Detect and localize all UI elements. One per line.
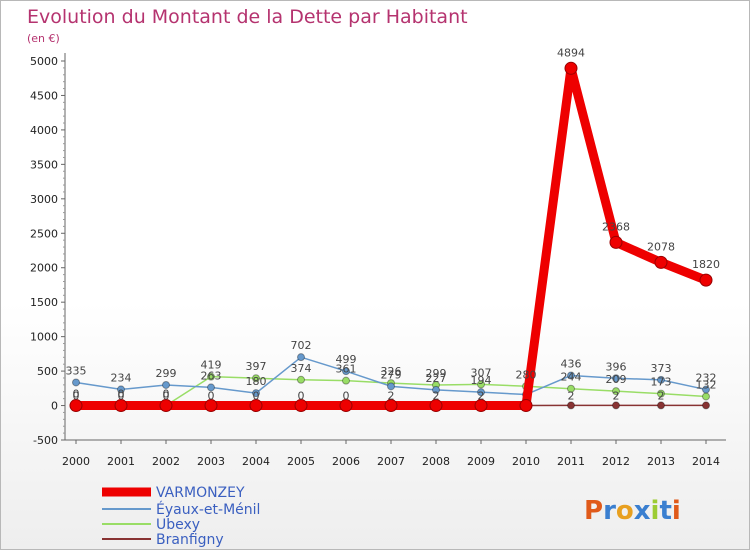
logo-wordmark: Proxiti (584, 496, 681, 526)
data-label: 0 (208, 390, 215, 403)
data-label: 280 (516, 368, 537, 381)
data-label: 0 (343, 390, 350, 403)
chart-title: Evolution du Montant de la Dette par Hab… (27, 6, 468, 28)
data-label: 702 (291, 339, 312, 352)
y-tick-label: 1000 (30, 331, 58, 344)
data-label: 373 (651, 362, 672, 375)
data-point (658, 402, 665, 409)
x-tick-label: 2012 (602, 455, 630, 468)
data-point (298, 354, 305, 361)
data-label: 0 (253, 390, 260, 403)
data-label: 209 (606, 373, 627, 386)
data-label: 244 (561, 371, 582, 384)
x-tick-label: 2010 (512, 455, 540, 468)
y-tick-label: 4000 (30, 124, 58, 137)
x-tick-label: 2011 (557, 455, 585, 468)
series-line (76, 68, 706, 405)
y-tick-label: 1500 (30, 296, 58, 309)
data-point (568, 402, 575, 409)
y-tick-label: -500 (33, 434, 58, 447)
data-label: 0 (163, 390, 170, 403)
data-label: 419 (201, 359, 222, 372)
data-label: 299 (426, 367, 447, 380)
data-label: 2 (388, 390, 395, 403)
x-tick-label: 2014 (692, 455, 720, 468)
data-label: 374 (291, 362, 312, 375)
y-tick-label: 0 (51, 400, 58, 413)
y-tick-label: 3500 (30, 158, 58, 171)
data-label: 234 (111, 371, 132, 384)
y-tick-label: 5000 (30, 55, 58, 68)
data-label: 173 (651, 376, 672, 389)
x-tick-label: 2006 (332, 455, 360, 468)
data-point (655, 256, 667, 268)
data-point (703, 402, 710, 409)
data-label: 397 (246, 360, 267, 373)
x-tick-label: 2009 (467, 455, 495, 468)
legend-label: VARMONZEY (156, 485, 245, 501)
y-tick-label: 500 (37, 365, 58, 378)
data-label: 307 (471, 366, 492, 379)
data-label: 436 (561, 358, 582, 371)
data-label: 2368 (602, 220, 630, 233)
data-label: 132 (696, 378, 717, 391)
y-tick-label: 2500 (30, 227, 58, 240)
data-point (613, 402, 620, 409)
data-label: 2 (478, 390, 485, 403)
data-label: 299 (156, 367, 177, 380)
data-label: 1820 (692, 258, 720, 271)
data-point (565, 62, 577, 74)
x-tick-label: 2000 (62, 455, 90, 468)
data-label: 396 (606, 360, 627, 373)
x-tick-label: 2001 (107, 455, 135, 468)
x-tick-label: 2008 (422, 455, 450, 468)
data-label: 2 (613, 389, 620, 402)
series-layer (70, 62, 712, 411)
data-label: 2 (568, 389, 575, 402)
legend-label: Branfigny (156, 532, 224, 548)
legend-label: Ubexy (156, 517, 200, 533)
x-tick-label: 2004 (242, 455, 270, 468)
x-tick-label: 2007 (377, 455, 405, 468)
data-label: 4894 (557, 46, 585, 59)
data-label: 326 (381, 365, 402, 378)
proxiti-logo: Proxiti (584, 496, 681, 526)
data-point (703, 393, 710, 400)
data-label: 2 (433, 390, 440, 403)
data-label: 0 (298, 390, 305, 403)
y-tick-label: 3000 (30, 193, 58, 206)
y-tick-label: 4500 (30, 89, 58, 102)
x-tick-label: 2013 (647, 455, 675, 468)
data-point (73, 379, 80, 386)
data-point (700, 274, 712, 286)
data-point (520, 400, 532, 412)
chart-subtitle: (en €) (27, 32, 60, 45)
legend-label: Éyaux-et-Ménil (156, 501, 260, 518)
x-tick-label: 2005 (287, 455, 315, 468)
data-point (298, 376, 305, 383)
data-label: 180 (246, 375, 267, 388)
x-tick-label: 2003 (197, 455, 225, 468)
data-label: 2 (658, 389, 665, 402)
data-point (343, 377, 350, 384)
data-label: 0 (118, 390, 125, 403)
y-tick-label: 2000 (30, 262, 58, 275)
data-label: 335 (66, 364, 87, 377)
data-label: 361 (336, 363, 357, 376)
x-tick-label: 2002 (152, 455, 180, 468)
data-label: 0 (73, 390, 80, 403)
data-point (610, 236, 622, 248)
data-label: 2078 (647, 240, 675, 253)
